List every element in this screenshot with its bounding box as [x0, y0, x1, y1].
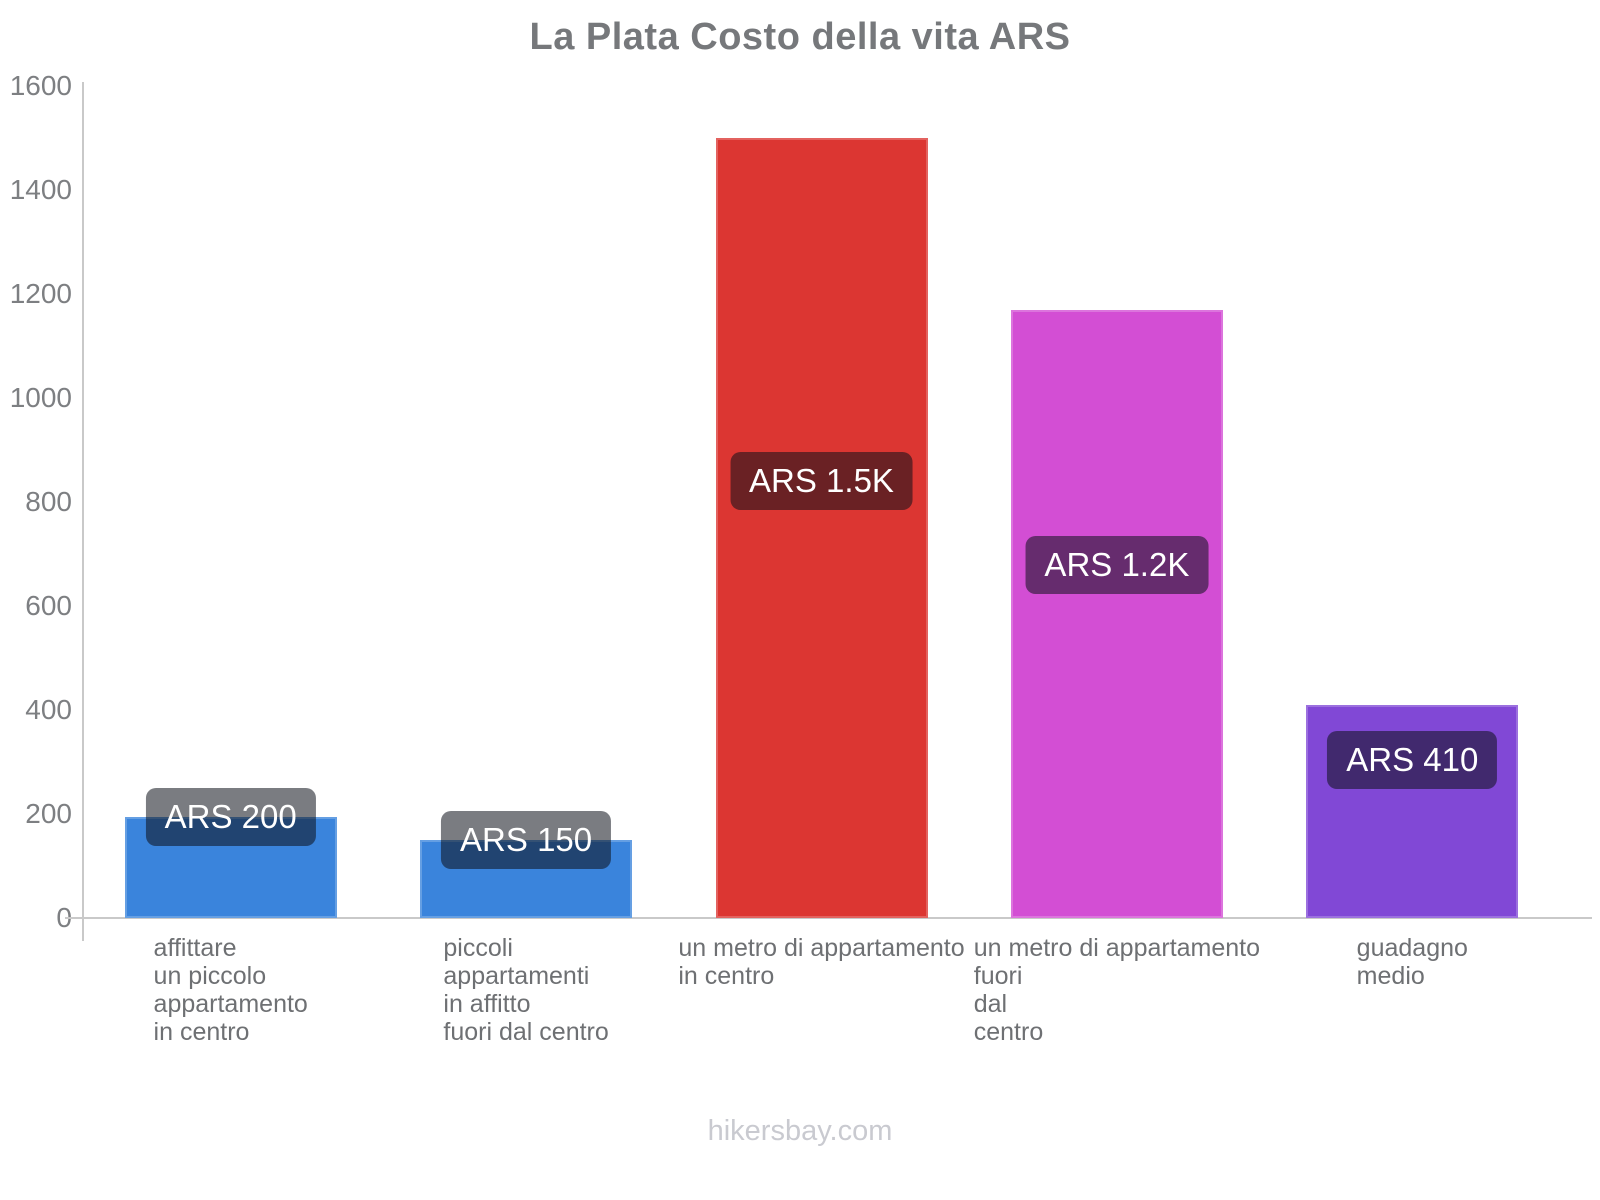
y-axis-tick-label: 800	[25, 486, 72, 517]
x-axis-category-label-4: un metro di appartamento fuori dal centr…	[973, 934, 1261, 1046]
watermark-hikersbay: hikersbay.com	[707, 1115, 893, 1147]
bar-value-label-3: ARS 1.5K	[730, 452, 913, 511]
y-axis-tick-label: 1000	[9, 382, 72, 413]
x-axis-category-label-3: un metro di appartamento in centro	[678, 934, 965, 990]
bar-value-label-1: ARS 200	[145, 787, 316, 846]
y-axis-line	[82, 82, 84, 941]
y-axis-tick-label: 0	[56, 902, 72, 933]
bar-value-label-2: ARS 150	[441, 811, 612, 869]
x-axis-category-label-1: affittare un piccolo appartamento in cen…	[153, 934, 308, 1046]
y-axis-tick-label: 200	[25, 798, 72, 829]
x-axis-line	[65, 917, 1592, 919]
bar-value-label-4: ARS 1.2K	[1025, 536, 1209, 595]
y-axis-tick-label: 600	[25, 590, 72, 621]
y-axis-tick-label: 1400	[9, 174, 72, 205]
bar-value-label-5: ARS 410	[1327, 731, 1498, 790]
y-axis-tick-label: 1200	[9, 278, 72, 309]
x-axis-category-label-5: guadagno medio	[1356, 934, 1468, 990]
bar-4[interactable]	[1010, 309, 1223, 918]
chart-title: La Plata Costo della vita ARS	[529, 16, 1071, 58]
x-axis-category-label-2: piccoli appartamenti in affitto fuori da…	[443, 934, 609, 1046]
y-axis-tick-label: 400	[25, 694, 72, 725]
bar-3[interactable]	[715, 138, 928, 918]
y-axis-tick-label: 1600	[9, 70, 72, 101]
